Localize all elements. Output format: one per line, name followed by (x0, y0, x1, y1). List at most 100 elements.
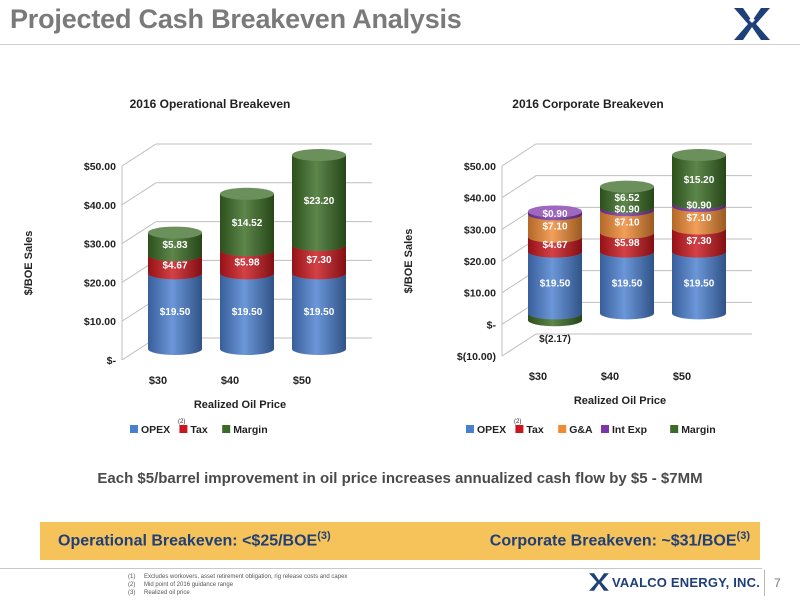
footnote-number: (2) (128, 582, 136, 588)
bar-body (220, 193, 274, 257)
y-tick-label: $50.00 (84, 161, 116, 173)
vaalco-logo-icon (589, 573, 609, 591)
footnote-number: (1) (128, 574, 136, 580)
bar-body (148, 255, 202, 280)
data-label-tax: $5.98 (234, 258, 259, 269)
y-tick-label: $30.00 (464, 224, 496, 236)
y-tick-label: $10.00 (84, 316, 116, 328)
page-number: 7 (774, 576, 781, 590)
legend-swatch (179, 425, 188, 433)
bar-cap (528, 205, 582, 218)
bar-segment-int-exp (528, 205, 582, 221)
legend-item-tax: Tax (515, 424, 544, 436)
data-label-margin: $15.20 (684, 175, 715, 186)
x-tick-label: $30 (529, 371, 547, 383)
data-label-int-exp: $0.90 (614, 205, 639, 216)
gridline (501, 333, 752, 357)
corporate-breakeven-text: Corporate Breakeven: ~$31/BOE (489, 532, 737, 550)
data-label-tax: $4.67 (542, 240, 567, 251)
corporate-breakeven-footnote-ref: (3) (736, 530, 750, 542)
operational-breakeven-chart: 2016 Operational Breakeven(1)$-$10.00$20… (20, 88, 400, 448)
legend-swatch (558, 425, 567, 433)
legend-swatch (466, 425, 474, 433)
bar-body (292, 273, 346, 355)
x-axis-label: Realized Oil Price (574, 395, 666, 407)
bar-body (220, 273, 274, 355)
bar-cap (600, 180, 654, 193)
data-label-opex: $19.50 (540, 278, 571, 289)
footnote: (1) Excludes workovers, asset retirement … (128, 573, 347, 581)
legend-item-tax: Tax (179, 424, 208, 436)
corporate-breakeven-summary: Corporate Breakeven: ~$31/BOE(3) (490, 530, 750, 550)
y-axis-label: $/BOE Sales (403, 229, 415, 294)
bar-body (600, 232, 654, 258)
legend-label: OPEX (477, 424, 506, 436)
data-label-int-exp: $0.90 (686, 201, 711, 212)
bar-segment-margin (148, 226, 202, 262)
data-label-margin: $6.52 (614, 193, 639, 204)
tagline: Each $5/barrel improvement in oil price … (97, 470, 703, 487)
x-tick-label: $50 (293, 375, 311, 387)
data-label-tax: $4.67 (162, 260, 187, 271)
data-label-margin: $5.83 (162, 240, 187, 251)
x-tick-label: $40 (601, 371, 619, 383)
data-label-opex: $19.50 (684, 278, 715, 289)
x-tick-label: $50 (673, 371, 691, 383)
data-label-opex: $19.50 (304, 307, 335, 318)
corporate-breakeven-chart: 2016 Corporate Breakeven(1)$(10.00)$-$10… (400, 88, 780, 448)
footnotes: (1) Excludes workovers, asset retirement … (128, 573, 347, 597)
bar-body (600, 210, 654, 239)
bar-body (528, 214, 582, 243)
legend-footnote-ref: (2) (178, 419, 185, 425)
legend-item-opex: OPEX (466, 424, 506, 436)
bar-cap (148, 226, 202, 239)
bar-body (672, 228, 726, 258)
data-label-margin: $23.20 (304, 196, 335, 207)
chart-svg: 2016 Corporate Breakeven(1)$(10.00)$-$10… (403, 97, 752, 436)
bar-body (528, 251, 582, 320)
legend-item-opex: OPEX (130, 424, 170, 436)
data-label-tax: $5.98 (614, 238, 639, 249)
bar-segment-margin (672, 149, 726, 210)
y-tick-label: $10.00 (464, 288, 496, 300)
footnote-text: Realized oil price (144, 590, 190, 596)
breakeven-banner: Operational Breakeven: <$25/BOE (3) Corpo… (40, 522, 760, 560)
footer-divider (0, 568, 762, 569)
bar-cap (672, 149, 726, 161)
gridline (501, 143, 752, 167)
legend-label: Tax (190, 424, 207, 436)
legend-label: Int Exp (612, 424, 647, 436)
bar-body (148, 273, 202, 355)
legend-footnote-ref: (2) (514, 419, 521, 425)
data-label-g-a: $7.10 (542, 222, 567, 233)
title-divider (0, 44, 800, 45)
data-label-margin: $(2.17) (539, 334, 571, 345)
operational-breakeven-text: Operational Breakeven: <$25/BOE (58, 532, 318, 550)
data-label-g-a: $7.10 (686, 213, 711, 224)
x-tick-label: $30 (149, 375, 167, 387)
legend-label: Margin (233, 424, 267, 436)
footnote-text: Mid point of 2016 guidance range (144, 582, 234, 588)
page-title: Projected Cash Breakeven Analysis (10, 4, 462, 34)
x-tick-label: $40 (221, 375, 239, 387)
legend-label: OPEX (141, 424, 170, 436)
y-tick-label: $(10.00) (457, 351, 496, 363)
legend-swatch (515, 425, 524, 433)
bar-segment-margin (292, 149, 346, 252)
data-label-g-a: $7.10 (614, 217, 639, 228)
legend-item-g-a: G&A (558, 424, 593, 436)
legend-swatch (670, 425, 679, 433)
chart-title: 2016 Corporate Breakeven (512, 97, 663, 111)
legend-item-margin: Margin (670, 424, 716, 436)
bar-body (672, 251, 726, 320)
bar-segment-margin (600, 180, 654, 214)
bar-cap (220, 187, 274, 200)
data-label-tax: $7.30 (306, 255, 331, 266)
footnote: (2) Mid point of 2016 guidance range (128, 581, 347, 589)
bar-body (672, 205, 726, 235)
y-tick-label: $- (487, 319, 497, 331)
bar-body (528, 236, 582, 258)
legend-label: Tax (526, 424, 543, 436)
vaalco-logo-icon (734, 8, 770, 40)
legend-item-int-exp: Int Exp (601, 424, 647, 436)
